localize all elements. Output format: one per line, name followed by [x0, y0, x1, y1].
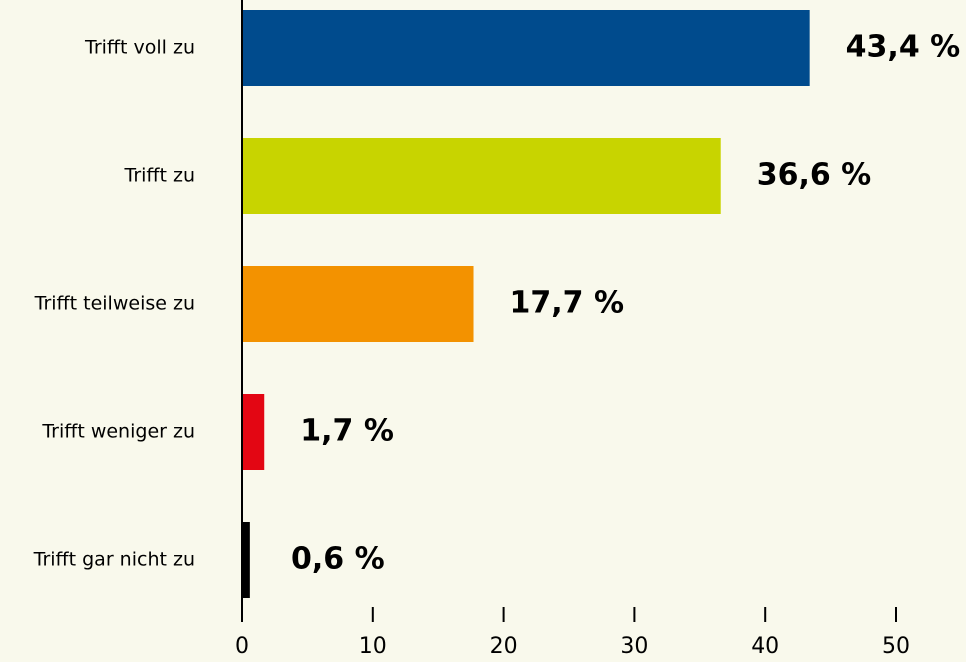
value-label: 0,6 % — [291, 542, 385, 577]
bar — [242, 394, 265, 470]
x-tick-label: 30 — [620, 634, 648, 659]
value-label: 1,7 % — [300, 414, 394, 449]
category-label: Trifft voll zu — [84, 37, 195, 59]
category-label: Trifft weniger zu — [41, 421, 195, 443]
value-label: 43,4 % — [846, 30, 961, 65]
x-tick-label: 40 — [751, 634, 779, 659]
x-tick-label: 10 — [359, 634, 387, 659]
category-label: Trifft teilweise zu — [34, 293, 195, 315]
category-label: Trifft zu — [124, 165, 196, 187]
bar — [242, 266, 474, 342]
bar — [242, 522, 250, 598]
x-tick-label: 0 — [235, 634, 249, 659]
bar — [242, 138, 721, 214]
x-tick-label: 50 — [882, 634, 910, 659]
category-label: Trifft gar nicht zu — [33, 549, 195, 571]
bar — [242, 10, 810, 86]
value-label: 36,6 % — [757, 158, 872, 193]
value-label: 17,7 % — [510, 286, 625, 321]
x-tick-label: 20 — [490, 634, 518, 659]
